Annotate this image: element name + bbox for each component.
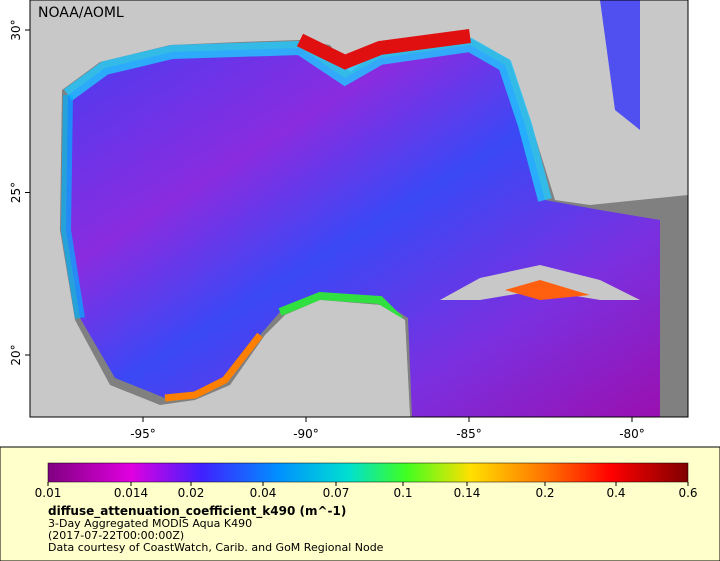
x-tick-label: -85° [456,427,482,441]
colorbar-label: 0.01 [35,486,62,500]
colorbar-label: 0.1 [393,486,412,500]
coastal-band [164,332,263,402]
coastal-band [278,291,403,323]
colorbar-label: 0.4 [606,486,625,500]
colorbar [47,462,689,483]
coastal-band [296,29,471,70]
map-frame [29,0,689,418]
legend-source: Data courtesy of CoastWatch, Carib. and … [48,541,384,554]
colorbar-label: 0.04 [250,486,277,500]
colorbar-label: 0.014 [114,486,148,500]
credit-box [34,3,132,21]
colorbar-label: 0.2 [535,486,554,500]
legend-time: (2017-07-22T00:00:00Z) [48,529,184,542]
colorbar-label: 0.6 [678,486,697,500]
yucatan [275,300,410,417]
colorbar-label: 0.14 [454,486,481,500]
legend-variable: diffuse_attenuation_coefficient_k490 (m^… [48,504,346,519]
ocean [66,45,660,417]
x-tick-label: -90° [293,427,319,441]
colorbar-label: 0.07 [323,486,350,500]
coastal-band [63,37,552,202]
coastal-band [60,94,85,319]
atlantic [600,0,640,130]
legend-product: 3-Day Aggregated MODIS Aqua K490 [48,517,252,530]
map: NOAA/AOML [29,0,689,418]
credit: NOAA/AOML [38,5,124,21]
y-tick-label: 25° [9,182,23,203]
y-tick-label: 20° [9,344,23,365]
coastal-band [505,280,590,300]
x-tick-label: -80° [619,427,645,441]
x-tick-label: -95° [130,427,156,441]
legend: diffuse_attenuation_coefficient_k490 (m^… [0,446,720,561]
y-tick-label: 30° [9,19,23,40]
colorbar-label: 0.02 [178,486,205,500]
